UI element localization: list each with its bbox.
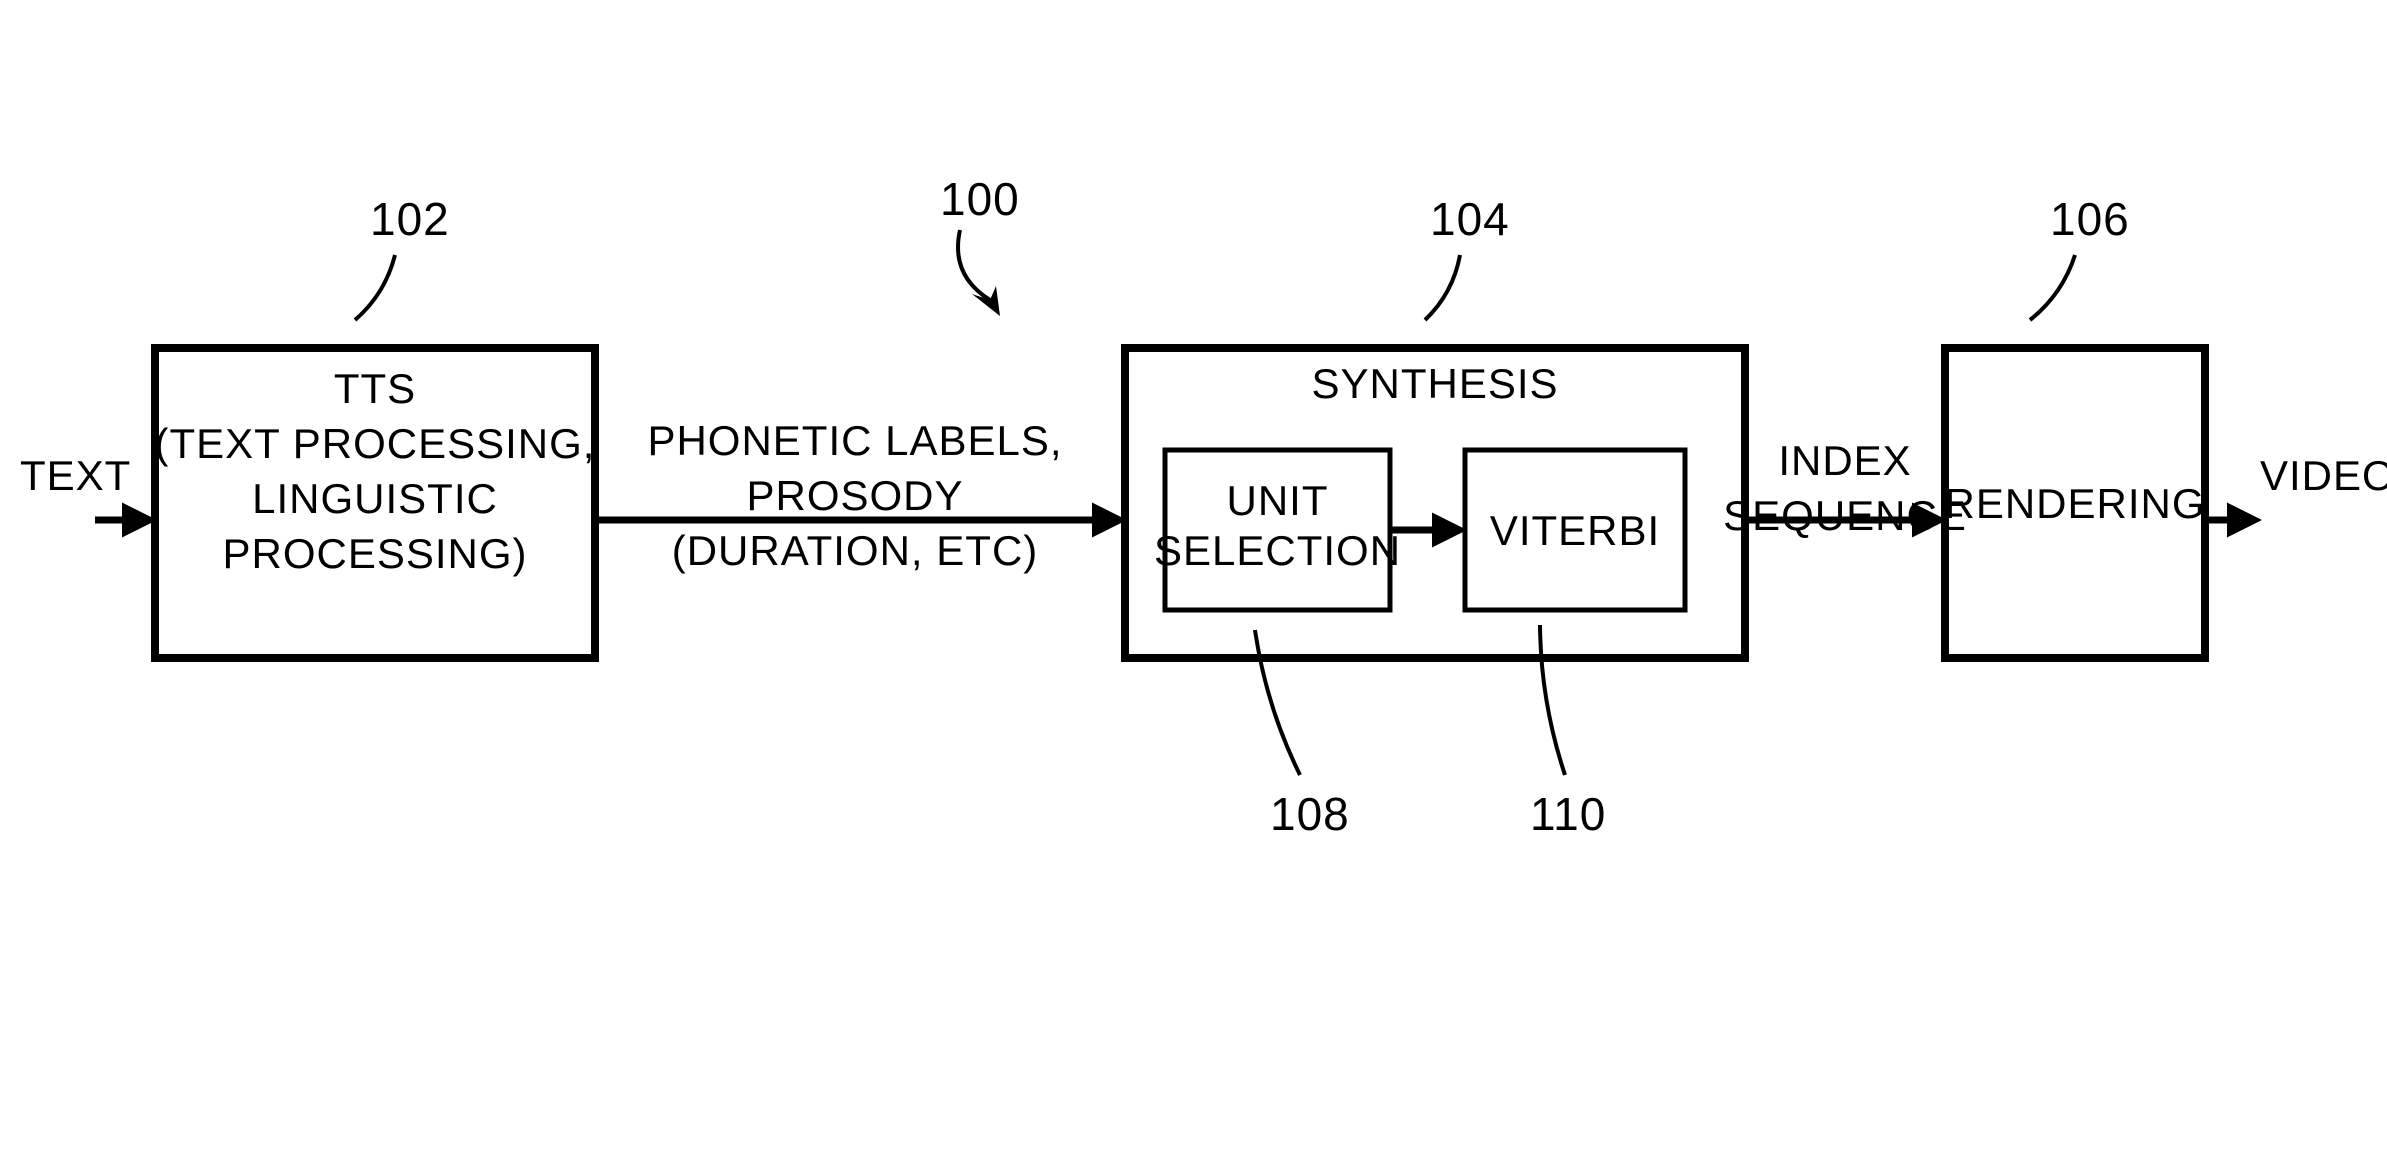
ref-104: 104 (1430, 193, 1510, 245)
ref-110-leader (1540, 625, 1565, 775)
tts-line-1: LINGUISTIC (252, 475, 498, 522)
synthesis-title: SYNTHESIS (1311, 360, 1558, 407)
ref-100-leader (958, 230, 990, 300)
ref-102-leader (355, 255, 395, 320)
ref-106-leader (2030, 255, 2075, 320)
ref-110: 110 (1530, 788, 1606, 840)
ref-108: 108 (1270, 788, 1350, 840)
ref-102: 102 (370, 193, 450, 245)
edge-0-label-2: (DURATION, ETC) (672, 527, 1039, 574)
tts-line-0: (TEXT PROCESSING, (155, 420, 596, 467)
viterbi-label: VITERBI (1490, 507, 1660, 554)
edge-0-label-0: PHONETIC LABELS, (647, 417, 1062, 464)
output-video-label: VIDEO (2260, 452, 2387, 499)
tts-line-2: PROCESSING) (222, 530, 527, 577)
unit-selection-line-1: SELECTION (1154, 527, 1401, 574)
unit-selection-line-0: UNIT (1227, 477, 1329, 524)
tts-title: TTS (334, 365, 416, 412)
edge-0-label-1: PROSODY (746, 472, 963, 519)
ref-106: 106 (2050, 193, 2130, 245)
edge-2-label-0: INDEX (1778, 437, 1911, 484)
ref-104-leader (1425, 255, 1460, 320)
rendering-title: RENDERING (1944, 480, 2205, 527)
input-text-label: TEXT (20, 452, 131, 499)
edge-2-label-1: SEQUENCE (1723, 492, 1967, 539)
ref-100: 100 (940, 173, 1020, 225)
ref-108-leader (1255, 630, 1300, 775)
